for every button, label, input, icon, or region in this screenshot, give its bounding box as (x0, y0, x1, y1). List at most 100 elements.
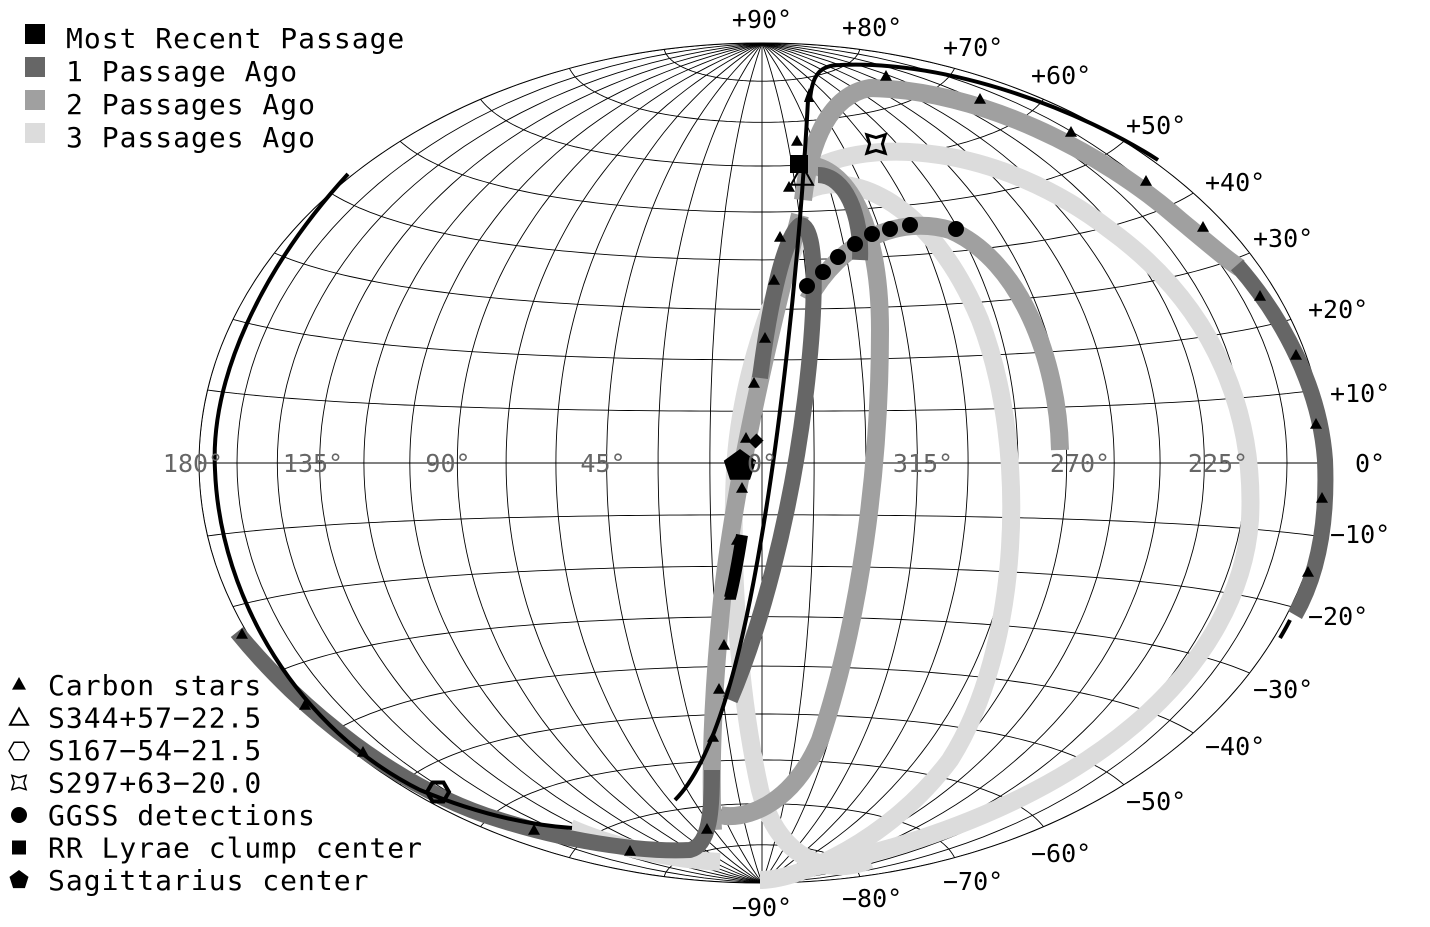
carbon-star-marker (783, 181, 795, 192)
longitude-label: 180° (163, 449, 223, 478)
legend-swatch (25, 90, 45, 110)
latitude-label: +70° (943, 33, 1003, 62)
parallel-line (330, 192, 1194, 261)
carbon-star-marker (774, 231, 786, 242)
latitude-label: −40° (1205, 732, 1265, 761)
latitude-label: −10° (1330, 520, 1390, 549)
carbon-star-marker (236, 628, 248, 639)
latitude-label: −60° (1031, 839, 1091, 868)
carbon-star-marker (1316, 492, 1328, 503)
carbon-star-marker (624, 845, 636, 856)
track-most-recent-southeast (1278, 619, 1292, 640)
symbol-legend-label: Carbon stars (48, 669, 262, 702)
longitude-label: 315° (893, 449, 953, 478)
track-3-passages-ago-loop-a (798, 142, 1260, 879)
passage-tracks (212, 62, 1334, 889)
track-direction-arrow (804, 88, 814, 102)
latitude-label: −50° (1126, 787, 1186, 816)
symbol-legend-label: S167−54−21.5 (48, 734, 262, 767)
track-3-passages-ago-loop-b (759, 175, 1021, 889)
carbon-star-marker (736, 482, 748, 493)
symbol-legend: Carbon starsS344+57−22.5S167−54−21.5S297… (8, 669, 423, 897)
carbon-star-marker (880, 70, 892, 81)
carbon-star-marker (701, 823, 713, 834)
legend-swatch (25, 24, 45, 44)
open-hexagon-icon (8, 741, 30, 761)
latitude-label: +30° (1253, 224, 1313, 253)
carbon-star-marker (707, 731, 719, 742)
latitude-label: −70° (943, 867, 1003, 896)
open-star-marker-S297 (864, 132, 888, 156)
parallel-line (330, 665, 1194, 734)
ggss-detection-marker (830, 249, 846, 265)
carbon-star-marker (748, 377, 760, 388)
carbon-star-marker (718, 639, 730, 650)
track-1-passage-ago-loop (722, 217, 822, 704)
filled-square-icon (12, 840, 26, 855)
track-most-recent-spine (673, 99, 810, 802)
parallel-line (480, 99, 1044, 167)
latitude-labels-north: +80° +70° +60° +50° +40° +30° +20° +10° (842, 13, 1390, 408)
carbon-star-marker (724, 589, 736, 600)
latitude-label: +10° (1330, 379, 1390, 408)
filled-circle-icon (11, 807, 27, 823)
carbon-star-marker (299, 699, 311, 710)
latitude-label: −20° (1308, 602, 1368, 631)
axis-labels: +90° −90° 0° 180° 135° 90° 45° 0° 315° 270° 225… (163, 5, 1390, 922)
latitude-label: −80° (842, 884, 902, 913)
longitude-label: 90° (425, 449, 470, 478)
carbon-star-marker (1290, 349, 1302, 360)
symbol-legend-label: S297+63−20.0 (48, 767, 262, 800)
latitude-label: +40° (1205, 168, 1265, 197)
open-triangle-icon (8, 706, 30, 726)
latitude-label: +20° (1308, 295, 1368, 324)
ggss-detection-marker (902, 217, 918, 233)
parallel-line (207, 514, 1317, 537)
passage-legend-label: Most Recent Passage (66, 22, 405, 55)
track-2-passages-ago-inner (800, 216, 1069, 451)
object-markers (236, 70, 1328, 856)
longitude-label: 45° (580, 449, 625, 478)
carbon-star-marker (1197, 221, 1209, 232)
latitude-label: −30° (1253, 675, 1313, 704)
latitude-labels-south: −10° −20° −30° −40° −50° −60° −70° −80° (842, 520, 1390, 913)
carbon-star-marker (1140, 175, 1152, 186)
longitude-label: 0° (747, 449, 777, 478)
open-triangle-marker-S344 (789, 162, 815, 186)
ggss-detection-marker (864, 226, 880, 242)
track-most-recent-short-segment (748, 433, 764, 449)
passage-legend-label: 2 Passages Ago (66, 88, 316, 121)
carbon-star-marker (974, 93, 986, 104)
legend-swatch (25, 123, 45, 143)
carbon-star-marker (768, 274, 780, 285)
track-most-recent-west (212, 172, 573, 830)
carbon-star-marker (713, 683, 725, 694)
ggss-detection-marker (847, 236, 863, 252)
filled-pentagon-icon (9, 870, 29, 889)
ggss-detection-marker (948, 221, 964, 237)
label-north-pole: +90° (732, 5, 792, 34)
open-star-icon (10, 774, 28, 791)
track-2-passages-ago-outer (794, 79, 1245, 276)
carbon-star-marker (357, 746, 369, 757)
passage-legend-label: 1 Passage Ago (66, 55, 298, 88)
symbol-legend-label: RR Lyrae clump center (48, 832, 423, 865)
symbol-legend-label: Sagittarius center (48, 864, 369, 897)
carbon-star-marker (1310, 418, 1322, 429)
carbon-star-marker (731, 534, 743, 545)
parallel-line (399, 713, 1125, 786)
filled-triangle-icon (12, 677, 26, 690)
label-south-pole: −90° (732, 893, 792, 922)
symbol-legend-label: GGSS detections (48, 799, 316, 832)
latitude-label: +80° (842, 13, 902, 42)
ggss-detection-marker (815, 264, 831, 280)
carbon-star-marker (791, 135, 803, 146)
latitude-label: +60° (1031, 61, 1091, 90)
carbon-star-marker (528, 824, 540, 835)
longitude-label: 225° (1188, 449, 1248, 478)
legend-swatch (25, 57, 45, 77)
latitude-label: +50° (1126, 111, 1186, 140)
open-hexagon-marker-S167 (424, 780, 452, 804)
